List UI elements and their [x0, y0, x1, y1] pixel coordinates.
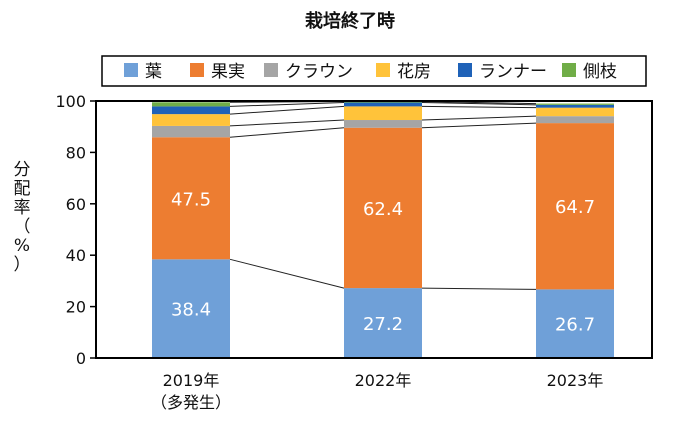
x-category-label: 2022年 [355, 371, 412, 390]
bars: 38.4 47.5 27.2 62.4 26.7 64.7 [152, 101, 614, 358]
chart-title: 栽培終了時 [305, 10, 395, 32]
connector-line [421, 105, 537, 109]
y-tick-label: 100 [55, 92, 86, 111]
connector-line [229, 258, 345, 289]
connector-line [229, 127, 345, 138]
x-category-label: （多発生） [151, 393, 231, 412]
bar-segment [536, 103, 614, 105]
connector-line [421, 115, 537, 121]
legend-swatch [376, 63, 390, 77]
y-axis-label-char: % [14, 236, 30, 256]
legend-entry: クラウン [285, 62, 353, 82]
bar-segment [344, 102, 422, 107]
bar-segment [344, 127, 422, 289]
bar-segment [152, 106, 230, 115]
y-axis-label-char: 配 [14, 179, 31, 199]
bar-segment [536, 104, 614, 108]
connector-line [421, 102, 537, 106]
legend-swatch [264, 63, 278, 77]
connector-line [229, 102, 345, 107]
y-axis-label-char: （ [14, 217, 31, 237]
bar-segment [536, 123, 614, 290]
connector-line [229, 119, 345, 127]
legend-swatch [190, 63, 204, 77]
data-label: 27.2 [363, 314, 403, 335]
bar-segment [536, 107, 614, 117]
legend-entry: ランナー [479, 62, 547, 82]
plot-frame [95, 100, 653, 359]
connector-line [421, 122, 537, 129]
legend: 葉 果実 クラウン 花房 ランナー 側枝 [101, 55, 647, 87]
legend-swatch [562, 63, 576, 77]
connector-lines [229, 101, 537, 290]
legend-entry: 果実 [211, 62, 245, 82]
bar-segment [536, 116, 614, 124]
data-label: 47.5 [171, 189, 211, 210]
bar-segment [536, 289, 614, 358]
bar-segment [152, 125, 230, 138]
y-axis-ticks: 0 20 40 60 80 100 [55, 92, 96, 368]
y-tick-label: 0 [76, 349, 86, 368]
y-axis-label-char: 分 [14, 160, 31, 180]
data-label: 62.4 [363, 199, 403, 220]
legend-swatch [458, 63, 472, 77]
bar-segment [152, 114, 230, 126]
legend-entry: 葉 [145, 62, 162, 82]
y-axis-label-char: ） [14, 255, 31, 275]
connector-line [229, 105, 345, 115]
legend-entry: 側枝 [583, 62, 617, 82]
data-label: 26.7 [555, 315, 595, 336]
bar-segment [344, 106, 422, 121]
y-tick-label: 20 [66, 298, 86, 317]
y-tick-label: 40 [66, 246, 86, 265]
bar-segment [152, 137, 230, 260]
x-category-label: 2023年 [547, 371, 604, 390]
x-axis-categories: 2019年 （多発生） 2022年 2023年 [151, 371, 603, 412]
bar-segment [344, 288, 422, 358]
bar-segment [152, 259, 230, 358]
x-category-label: 2019年 [163, 371, 220, 390]
y-tick-label: 80 [66, 143, 86, 162]
bar-segment [152, 102, 230, 107]
y-axis-label-char: 率 [14, 198, 31, 218]
legend-entry: 花房 [397, 62, 431, 82]
bar-segment [344, 120, 422, 128]
y-tick-label: 60 [66, 195, 86, 214]
y-axis-label: 分配率（%） [14, 160, 31, 275]
connector-line [421, 287, 537, 290]
legend-swatch [124, 63, 138, 77]
data-label: 64.7 [555, 197, 595, 218]
data-label: 38.4 [171, 300, 211, 321]
bar-segment [344, 101, 422, 103]
